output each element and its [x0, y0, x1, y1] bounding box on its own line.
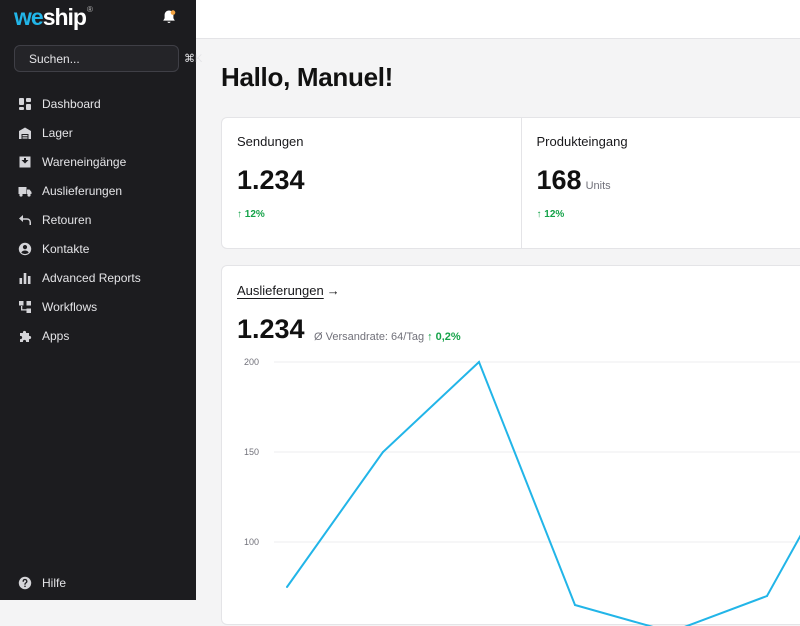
data-point — [286, 586, 288, 588]
help-section: Hilfe — [0, 568, 196, 597]
return-icon — [18, 213, 32, 227]
sidebar-item-retouren[interactable]: Retouren — [0, 205, 196, 234]
sidebar-item-label: Lager — [42, 126, 73, 140]
search-box[interactable]: ⌘K — [14, 45, 179, 72]
sidebar-item-apps[interactable]: Apps — [0, 321, 196, 350]
sidebar-item-label: Apps — [42, 329, 69, 343]
stat-unit: Units — [586, 180, 611, 192]
sidebar-item-label: Wareneingänge — [42, 155, 126, 169]
inbox-icon — [18, 155, 32, 169]
data-point — [382, 451, 384, 453]
series-line — [287, 362, 800, 626]
chart-card: Auslieferungen→ 1.234 Ø Versandrate: 64/… — [221, 265, 800, 625]
y-tick-label: 200 — [244, 357, 259, 367]
search-shortcut: ⌘K — [184, 52, 202, 65]
help-icon — [18, 576, 32, 590]
data-point — [574, 604, 576, 606]
stat-number: 168 — [537, 165, 582, 195]
sidebar-item-label: Workflows — [42, 300, 97, 314]
logo-suffix: ship — [43, 4, 86, 30]
stat-value: 168 Units — [537, 165, 611, 196]
logo[interactable]: weship® — [14, 4, 92, 31]
stat-value: 1.234 — [237, 165, 305, 196]
logo-mark: ® — [87, 5, 92, 14]
logo-prefix: we — [14, 4, 43, 30]
data-point — [478, 361, 480, 363]
sidebar: weship® ⌘K Dashboard Lager Wareneingänge… — [0, 0, 196, 600]
sidebar-item-label: Hilfe — [42, 576, 66, 590]
stat-number: 1.234 — [237, 165, 305, 195]
data-point — [766, 595, 768, 597]
stat-produkteingang[interactable]: Produkteingang 168 Units ↑ 12% — [521, 118, 800, 248]
y-tick-label: 150 — [244, 447, 259, 457]
workflow-icon — [18, 300, 32, 314]
stat-trend: ↑ 12% — [537, 209, 565, 220]
contact-icon — [18, 242, 32, 256]
line-chart: 100 150 200 — [222, 266, 800, 626]
sidebar-item-wareneingaenge[interactable]: Wareneingänge — [0, 147, 196, 176]
page-title: Hallo, Manuel! — [221, 62, 393, 93]
sidebar-item-advanced-reports[interactable]: Advanced Reports — [0, 263, 196, 292]
stats-card: Sendungen 1.234 ↑ 12% Produkteingang 168… — [221, 117, 800, 249]
sidebar-item-label: Auslieferungen — [42, 184, 122, 198]
stat-title: Sendungen — [237, 134, 304, 149]
stat-sendungen[interactable]: Sendungen 1.234 ↑ 12% — [222, 118, 521, 248]
stat-trend: ↑ 12% — [237, 209, 265, 220]
bar-chart-icon — [18, 271, 32, 285]
sidebar-item-auslieferungen[interactable]: Auslieferungen — [0, 176, 196, 205]
top-bar — [196, 0, 800, 39]
sidebar-item-lager[interactable]: Lager — [0, 118, 196, 147]
sidebar-item-kontakte[interactable]: Kontakte — [0, 234, 196, 263]
sidebar-item-workflows[interactable]: Workflows — [0, 292, 196, 321]
search-input[interactable] — [29, 52, 184, 66]
dashboard-icon — [18, 97, 32, 111]
sidebar-nav: Dashboard Lager Wareneingänge Auslieferu… — [0, 89, 196, 350]
y-tick-label: 100 — [244, 537, 259, 547]
sidebar-item-hilfe[interactable]: Hilfe — [0, 568, 196, 597]
sidebar-item-label: Kontakte — [42, 242, 89, 256]
bell-icon[interactable] — [160, 8, 178, 26]
sidebar-item-label: Dashboard — [42, 97, 101, 111]
stat-title: Produkteingang — [537, 134, 628, 149]
sidebar-item-label: Retouren — [42, 213, 91, 227]
sidebar-item-label: Advanced Reports — [42, 271, 141, 285]
truck-icon — [18, 184, 32, 198]
puzzle-icon — [18, 329, 32, 343]
sidebar-item-dashboard[interactable]: Dashboard — [0, 89, 196, 118]
warehouse-icon — [18, 126, 32, 140]
